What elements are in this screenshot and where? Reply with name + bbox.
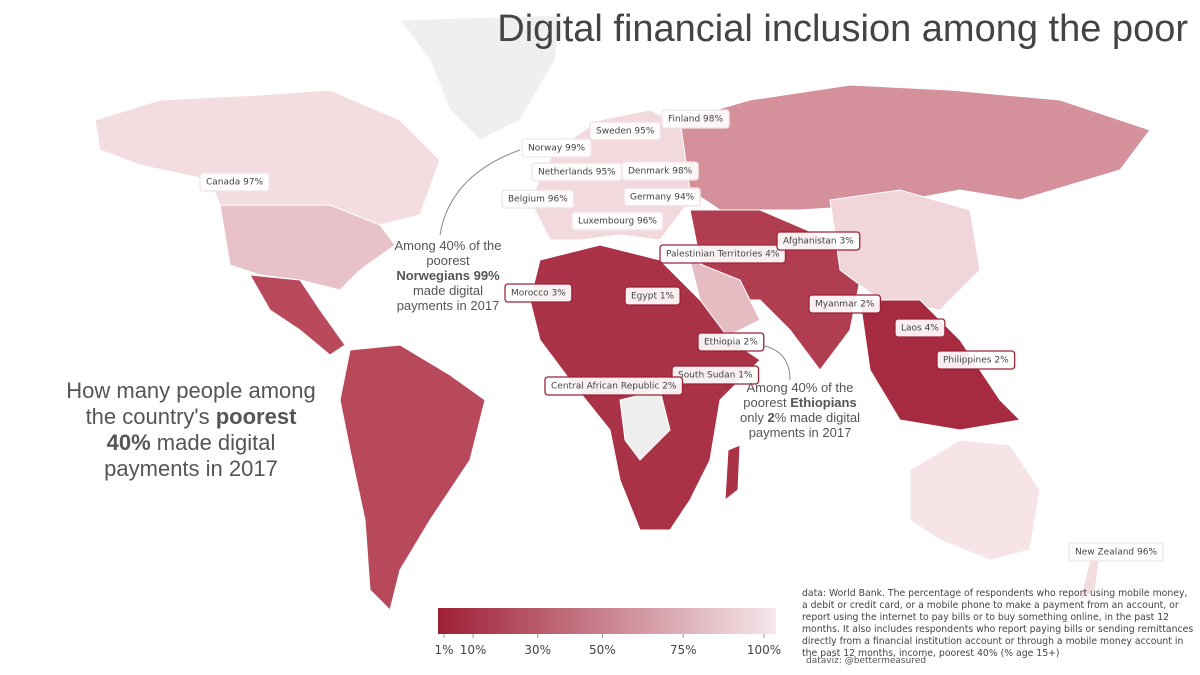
country-label: Luxembourg 96% (578, 217, 657, 227)
annotation-text: made digital payments in 2017 (396, 283, 500, 313)
annotation-bold: Norwegians (396, 268, 471, 283)
country-label: Ethiopia 2% (704, 338, 758, 348)
russia (679, 84, 1151, 211)
country-label-box (936, 350, 1016, 370)
country-label-box (659, 244, 787, 264)
country-label: Central African Republic 2% (551, 382, 677, 392)
country-label-box (894, 318, 946, 338)
country-label: Canada 97% (206, 178, 264, 188)
country-label: Sweden 95% (596, 127, 655, 137)
country-label: Egypt 1% (631, 292, 675, 302)
country-label: Netherlands 95% (538, 168, 616, 178)
country-label: New Zealand 96% (1075, 548, 1157, 558)
country-label-box (623, 187, 701, 207)
leader-line (439, 149, 521, 236)
australia (909, 439, 1041, 561)
leaders (439, 149, 791, 381)
legend-tick-label: 10% (460, 643, 487, 657)
legend-tick-label: 30% (524, 643, 551, 657)
annotation: Among 40% of the poorest Ethiopians only… (740, 380, 860, 440)
country-label: Finland 98% (668, 115, 723, 125)
madagascar (724, 444, 741, 502)
country-label: Laos 4% (901, 324, 939, 334)
legend-tick-label: 1% (434, 643, 453, 657)
country-label: Palestinian Territories 4% (666, 250, 780, 260)
china (829, 189, 981, 311)
country-label: Belgium 96% (508, 195, 568, 205)
country-label: Myanmar 2% (815, 300, 875, 310)
usa (219, 204, 396, 291)
country-label-box (621, 161, 699, 181)
central-america (249, 274, 346, 356)
country-label: Philippines 2% (943, 356, 1009, 366)
annotation-text: % made digital payments in 2017 (748, 410, 860, 440)
annotation-bold: 99% (473, 268, 500, 283)
country-label: Afghanistan 3% (783, 237, 854, 247)
annotation-text: only (740, 410, 764, 425)
subtitle-bold: poorest 40% (106, 404, 297, 455)
country-label-box (199, 172, 270, 192)
annotation: Among 40% of the poorest Norwegians 99% … (388, 238, 508, 313)
arabia (689, 259, 761, 341)
leader-line (759, 344, 791, 381)
country-label-box (501, 189, 575, 209)
legend-tick-label: 50% (589, 643, 616, 657)
title: Digital financial inclusion among the po… (497, 8, 1188, 50)
legend-tick-label: 75% (670, 643, 697, 657)
country-label: South Sudan 1% (678, 371, 753, 381)
country-label-box (776, 231, 861, 251)
country-label-box (697, 332, 765, 352)
labels: 1% 10% 30% 50% 75% 100% Canada 97% Norway 99% Sw… (199, 109, 1164, 657)
subtitle-text: made digital payments in 2017 (104, 430, 278, 481)
country-label-box (589, 121, 662, 141)
legend-tick-label: 100% (747, 643, 781, 657)
country-label: Germany 94% (630, 193, 695, 203)
country-label: Morocco 3% (511, 289, 566, 299)
country-label-box (544, 376, 684, 396)
subtitle-text: How many people among the country's (66, 378, 316, 429)
country-label-box (661, 109, 730, 129)
country-label-box (1068, 542, 1164, 562)
annotation-bold: 2 (767, 410, 775, 425)
country-label-box (504, 283, 573, 303)
country-label-box (671, 365, 760, 385)
land (94, 14, 1151, 611)
canada (94, 89, 441, 226)
country-label-box (808, 294, 882, 314)
greenland (399, 14, 561, 141)
legend-bar (438, 608, 776, 634)
country-label-box (521, 138, 592, 158)
country-label: Denmark 98% (628, 167, 693, 177)
annotation-bold: Ethiopians (790, 395, 857, 410)
credit: dataviz: @bettermeasured (806, 656, 927, 666)
subtitle: How many people among the country's poor… (66, 378, 316, 482)
country-label-box (571, 211, 664, 231)
country-label: Norway 99% (528, 144, 585, 154)
source-note: data: World Bank. The percentage of resp… (802, 588, 1194, 659)
annotation-text: Among 40% of the poorest (394, 238, 502, 268)
south-america (339, 344, 486, 611)
country-label-box (624, 286, 681, 306)
annotation-text: Among 40% of the poorest (743, 380, 854, 410)
